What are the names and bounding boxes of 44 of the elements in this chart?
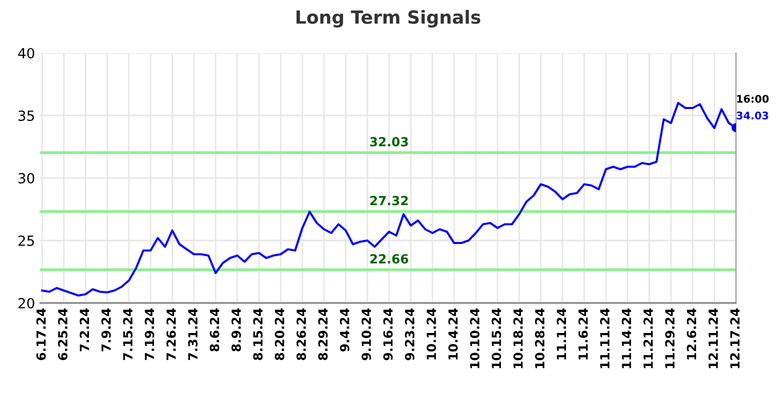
x-tick-label: 10.15.24	[492, 308, 502, 368]
x-tick-label: 9.23.24	[404, 308, 414, 360]
x-tick-label: 7.19.24	[144, 308, 154, 360]
x-tick-label: 8.29.24	[318, 308, 328, 360]
y-tick-label: 25	[18, 235, 34, 246]
x-tick-label: 10.1.24	[426, 308, 436, 360]
x-tick-label: 7.26.24	[166, 308, 176, 360]
x-tick-label: 8.26.24	[296, 308, 306, 360]
y-tick-label: 35	[18, 110, 34, 121]
x-tick-label: 11.1.24	[556, 308, 566, 360]
ref-line-label: 22.66	[370, 254, 408, 264]
x-tick-label: 12.11.24	[708, 308, 718, 368]
x-tick-label: 11.21.24	[643, 308, 653, 368]
x-tick-label: 10.28.24	[535, 308, 544, 368]
ref-line-label: 27.32	[370, 196, 408, 206]
x-tick-label: 7.9.24	[101, 308, 111, 352]
x-tick-label: 10.4.24	[448, 308, 458, 360]
x-tick-label: 6.25.24	[58, 308, 68, 360]
x-tick-label: 7.31.24	[188, 308, 198, 360]
x-tick-label: 12.6.24	[686, 308, 696, 360]
x-tick-label: 11.6.24	[578, 308, 588, 360]
x-tick-label: 6.17.24	[36, 308, 46, 360]
x-tick-label: 9.16.24	[383, 308, 393, 360]
x-tick-label: 9.10.24	[362, 308, 372, 360]
x-tick-label: 10.10.24	[470, 308, 480, 368]
x-tick-label: 8.20.24	[274, 308, 284, 360]
x-tick-label: 10.18.24	[513, 308, 523, 368]
x-tick-label: 8.9.24	[231, 308, 241, 352]
x-tick-label: 7.15.24	[123, 308, 133, 360]
annotation: 16:00	[737, 94, 769, 103]
x-tick-label: 11.29.24	[665, 308, 675, 368]
x-tick-label: 9.4.24	[340, 308, 350, 352]
y-tick-label: 20	[18, 298, 34, 308]
x-tick-label: 11.11.24	[600, 308, 610, 368]
ref-line-label: 32.03	[370, 137, 408, 146]
x-tick-label: 8.6.24	[210, 308, 220, 352]
x-tick-label: 12.17.24	[730, 308, 740, 368]
x-tick-label: 11.14.24	[622, 308, 632, 368]
y-tick-label: 40	[18, 48, 34, 58]
annotation: 34.03	[736, 112, 768, 120]
chart-title: Long Term Signals	[296, 10, 480, 28]
x-tick-label: 8.15.24	[253, 308, 263, 360]
y-tick-label: 30	[18, 172, 34, 184]
x-tick-label: 7.2.24	[80, 308, 89, 352]
